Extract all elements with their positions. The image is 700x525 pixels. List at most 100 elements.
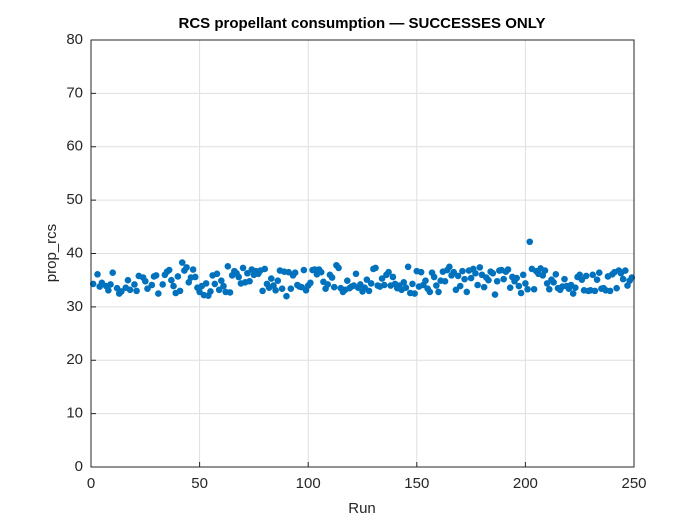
x-tick-label: 100 (296, 475, 321, 492)
point (506, 284, 514, 291)
point (526, 238, 534, 246)
point (389, 273, 397, 281)
point (189, 266, 197, 273)
point (472, 269, 479, 277)
point (109, 269, 117, 277)
point (454, 272, 462, 280)
point (152, 272, 160, 279)
point (335, 264, 342, 272)
point (493, 277, 501, 285)
point (267, 275, 275, 282)
point (378, 275, 386, 282)
point (619, 275, 627, 283)
point (224, 263, 232, 270)
point (211, 280, 219, 288)
point (363, 276, 371, 283)
point (385, 268, 392, 276)
point (246, 277, 253, 285)
point (578, 276, 586, 283)
point (168, 276, 175, 284)
point (467, 274, 475, 282)
point (417, 268, 425, 276)
point (272, 287, 279, 294)
point (491, 291, 499, 298)
point (504, 266, 512, 273)
point (422, 277, 429, 285)
point (452, 286, 460, 294)
point (174, 273, 182, 280)
point (176, 287, 184, 295)
point (489, 269, 497, 277)
point (287, 285, 295, 293)
point (317, 268, 325, 276)
point (450, 268, 458, 276)
y-tick-label: 70 (66, 84, 83, 101)
point (400, 279, 408, 286)
x-tick-label: 250 (621, 475, 646, 492)
y-tick-label: 50 (66, 191, 83, 208)
point (148, 281, 156, 289)
point (183, 264, 190, 271)
point (283, 292, 290, 300)
point (591, 287, 599, 295)
point (165, 266, 173, 274)
point (550, 279, 557, 286)
point (463, 288, 471, 296)
point (430, 273, 438, 281)
point (582, 272, 590, 280)
point (215, 286, 223, 294)
point (628, 274, 636, 281)
point (328, 274, 336, 281)
point (343, 277, 351, 285)
y-tick-label: 40 (66, 244, 83, 261)
point (519, 271, 527, 279)
point (433, 282, 440, 289)
marks (89, 238, 636, 300)
point (569, 290, 577, 297)
point (226, 289, 234, 296)
point (500, 275, 507, 283)
point (561, 275, 568, 283)
point (461, 275, 468, 283)
point (411, 290, 418, 297)
point (435, 288, 442, 296)
point (352, 270, 360, 278)
point (159, 281, 166, 288)
point (402, 284, 410, 291)
y-tick-label: 30 (66, 298, 83, 315)
point (278, 285, 286, 293)
point (307, 279, 314, 287)
point (522, 280, 529, 287)
y-tick-label: 80 (66, 31, 83, 48)
point (572, 284, 579, 291)
point (517, 289, 525, 297)
point (239, 264, 247, 272)
point (409, 280, 416, 288)
point (589, 271, 597, 279)
point (118, 288, 125, 295)
y-tick-label: 20 (66, 351, 83, 368)
point (202, 280, 210, 287)
point (404, 263, 412, 271)
point (107, 281, 114, 288)
point (545, 285, 553, 293)
point (480, 283, 488, 291)
point (446, 263, 453, 271)
point (142, 277, 149, 285)
point (207, 288, 214, 295)
point (380, 281, 388, 289)
point (220, 282, 227, 290)
point (365, 287, 373, 295)
x-tick-label: 50 (191, 475, 208, 492)
point (244, 269, 251, 277)
point (552, 271, 560, 278)
point (613, 284, 620, 292)
x-tick-label: 200 (513, 475, 538, 492)
point (459, 267, 466, 275)
point (541, 267, 549, 274)
point (530, 285, 538, 293)
point (261, 265, 269, 273)
